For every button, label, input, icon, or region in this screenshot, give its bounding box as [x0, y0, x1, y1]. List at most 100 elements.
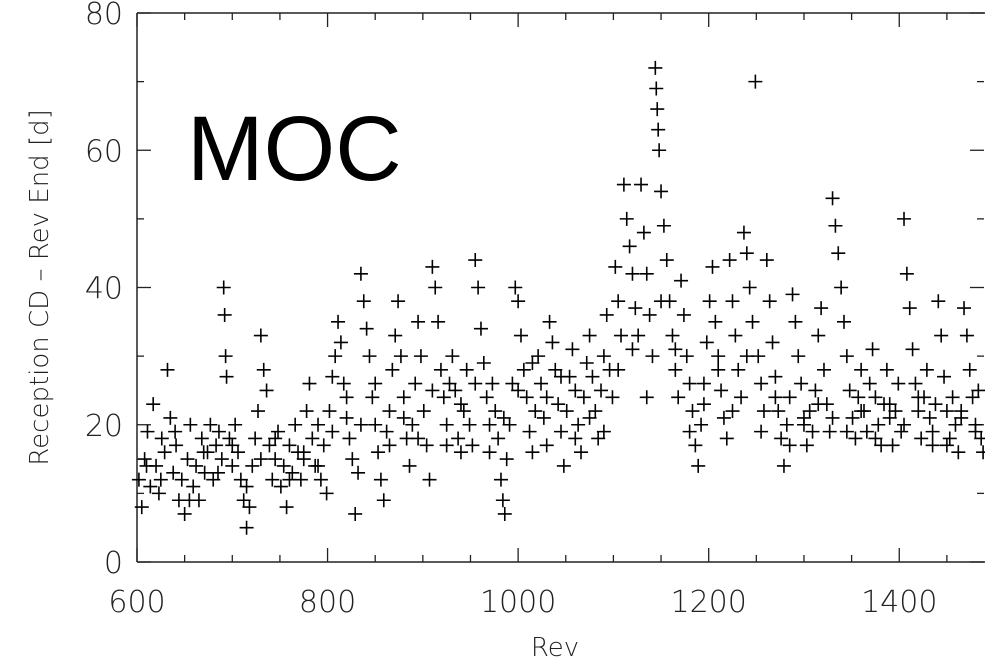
data-point: [639, 266, 654, 281]
data-point: [373, 472, 388, 487]
data-point: [268, 452, 283, 467]
data-point: [328, 349, 343, 364]
x-tick-label: 1000: [480, 585, 556, 620]
data-point: [239, 520, 254, 535]
data-point: [894, 424, 909, 439]
data-point: [143, 479, 158, 494]
data-point: [728, 328, 743, 343]
data-point: [462, 417, 477, 432]
data-point: [493, 472, 508, 487]
data-point: [268, 431, 283, 446]
data-point: [568, 431, 583, 446]
data-point: [851, 390, 866, 405]
data-point: [576, 390, 591, 405]
data-point: [411, 314, 426, 329]
data-point: [596, 349, 611, 364]
data-point: [568, 383, 583, 398]
data-point: [499, 452, 514, 467]
data-point: [554, 424, 568, 439]
data-point: [928, 397, 943, 412]
data-point: [848, 431, 863, 446]
data-point: [245, 458, 260, 473]
data-point: [311, 417, 326, 432]
data-point: [842, 383, 857, 398]
data-point: [768, 390, 783, 405]
data-point: [519, 390, 534, 405]
data-point: [313, 472, 328, 487]
data-point: [495, 493, 510, 508]
data-point: [411, 431, 426, 446]
data-point: [285, 465, 300, 480]
data-point: [248, 431, 263, 446]
data-point: [140, 424, 155, 439]
data-point: [416, 404, 431, 419]
data-point: [939, 438, 954, 453]
data-point: [502, 417, 517, 432]
data-point: [845, 410, 860, 425]
data-point: [882, 410, 897, 425]
data-point: [216, 280, 231, 295]
data-point: [779, 417, 794, 432]
data-point: [796, 417, 811, 432]
data-point: [365, 390, 380, 405]
data-point: [839, 424, 854, 439]
data-point: [482, 445, 497, 460]
data-point: [719, 431, 734, 446]
data-point: [679, 349, 694, 364]
data-point: [353, 417, 368, 432]
data-point: [513, 328, 528, 343]
data-point: [210, 465, 225, 480]
data-point: [177, 506, 192, 521]
data-point: [431, 314, 446, 329]
data-point: [651, 122, 666, 137]
data-point: [585, 369, 600, 384]
x-tick-label: 800: [299, 585, 356, 620]
data-point: [388, 328, 403, 343]
data-point: [256, 362, 271, 377]
data-point: [196, 445, 211, 460]
data-point: [271, 424, 286, 439]
data-point: [854, 404, 869, 419]
data-point: [251, 404, 266, 419]
data-point: [525, 355, 540, 370]
data-point: [422, 472, 437, 487]
data-point: [937, 369, 952, 384]
data-point: [325, 424, 340, 439]
data-point: [522, 424, 537, 439]
data-point: [525, 445, 540, 460]
data-point: [239, 479, 254, 494]
data-point: [528, 404, 543, 419]
data-point: [230, 445, 245, 460]
data-point: [531, 349, 546, 364]
data-point: [134, 500, 149, 515]
data-point: [217, 307, 232, 322]
data-point: [214, 452, 229, 467]
data-point: [302, 376, 317, 391]
data-point: [497, 506, 512, 521]
data-point: [453, 397, 468, 412]
data-point: [582, 410, 597, 425]
data-point: [209, 438, 224, 453]
data-point: [336, 376, 351, 391]
data-point: [648, 60, 663, 75]
data-point: [453, 445, 468, 460]
data-point: [579, 355, 594, 370]
data-point: [897, 417, 912, 432]
data-point: [236, 493, 251, 508]
data-point: [897, 211, 912, 226]
data-point: [413, 349, 428, 364]
data-point: [682, 424, 697, 439]
data-point: [137, 452, 152, 467]
data-point: [393, 349, 408, 364]
data-point: [716, 410, 731, 425]
data-point: [659, 253, 674, 268]
data-point: [157, 445, 172, 460]
data-point: [533, 376, 548, 391]
data-point: [759, 253, 774, 268]
data-point: [682, 376, 697, 391]
data-point: [854, 362, 869, 377]
data-point: [194, 431, 209, 446]
data-point: [516, 362, 531, 377]
data-point: [565, 342, 580, 357]
